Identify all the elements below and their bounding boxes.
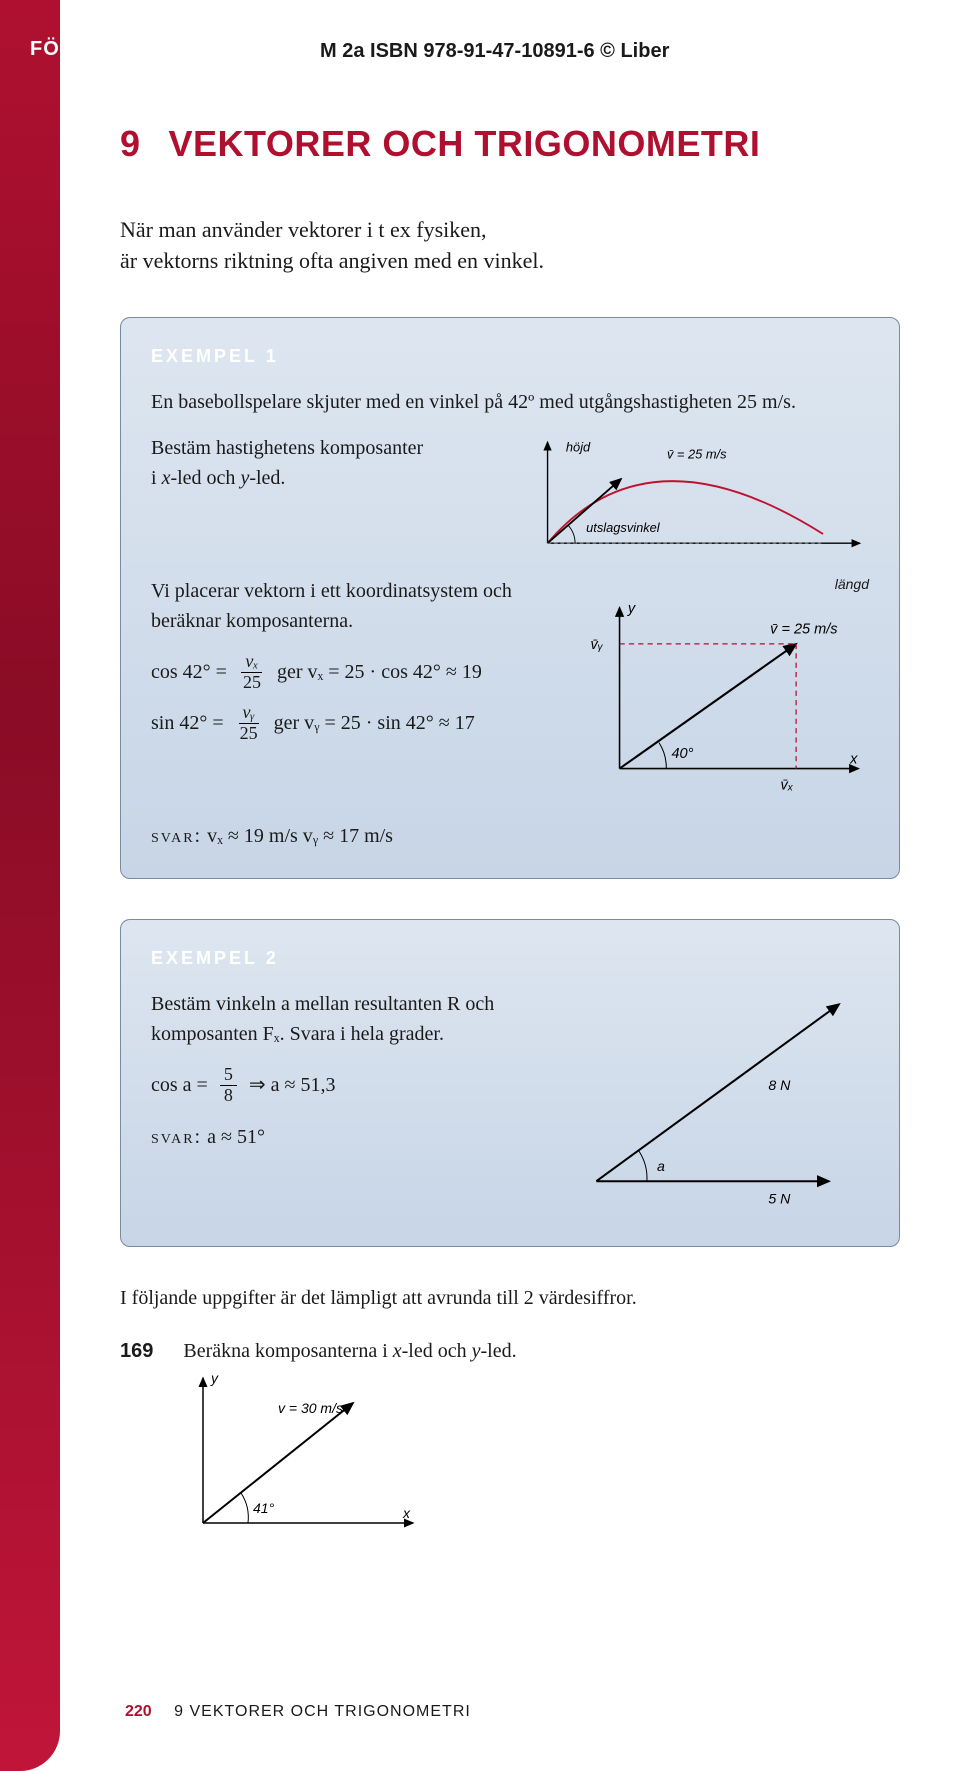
intro-line1: När man använder vektorer i t ex fysiken… <box>120 217 487 242</box>
left-red-sidebar <box>0 0 60 1771</box>
diag2-v: v̄ = 25 m/s <box>770 622 837 638</box>
ex1-cos-num: vₓ <box>241 652 262 673</box>
ex169-v: v = 30 m/s <box>278 1400 343 1416</box>
example-2-p1: Bestäm vinkeln a mellan resultanten R oc… <box>151 989 546 1049</box>
ex2-num: 5 <box>220 1065 237 1086</box>
ex1-p2a: Bestäm hastighetens komposanter <box>151 437 423 459</box>
diag2-angle: 40° <box>672 746 694 762</box>
diag3-r: 8 N <box>768 1078 791 1094</box>
force-diagram: 8 N 5 N a <box>566 989 869 1212</box>
ex2-cos-lhs: cos a = <box>151 1067 208 1103</box>
diag2-y: y <box>627 601 636 617</box>
ex1-sin-line: sin 42° = vᵧ 25 ger vᵧ = 25 · sin 42° ≈ … <box>151 703 558 744</box>
ex1-cos-frac: vₓ 25 <box>239 652 265 693</box>
ex2-frac: 5 8 <box>220 1065 237 1106</box>
section-badge: FÖRDJUPNING <box>30 38 187 61</box>
ex2-svar: svar: a ≈ 51° <box>151 1126 546 1149</box>
ex1-sin-frac: vᵧ 25 <box>236 703 262 744</box>
isbn-text: M 2a ISBN 978-91-47-10891-6 © Liber <box>320 40 669 63</box>
diag1-angle: utslagsvinkel <box>586 520 661 535</box>
ex169-y: y <box>210 1370 219 1386</box>
chapter-number: 9 <box>120 123 141 164</box>
example-1-p1: En basebollspelare skjuter med en vinkel… <box>151 387 869 417</box>
ex2-svar-text: a ≈ 51° <box>207 1126 265 1148</box>
example-1-p2: Bestäm hastighetens komposanter i x-led … <box>151 433 500 493</box>
ex1-sin-lhs: sin 42° = <box>151 705 224 741</box>
svar-label-2: svar: <box>151 1126 202 1148</box>
diag3-angle: a <box>657 1159 665 1175</box>
footer-chapter: 9 VEKTORER OCH TRIGONOMETRI <box>174 1703 471 1720</box>
rounding-note: I följande uppgifter är det lämpligt att… <box>120 1287 900 1310</box>
ex1-cos-line: cos 42° = vₓ 25 ger vₓ = 25 · cos 42° ≈ … <box>151 652 558 693</box>
intro-line2: är vektorns riktning ofta angiven med en… <box>120 248 544 273</box>
exercise-169: 169 Beräkna komposanterna i x-led och y-… <box>120 1340 900 1549</box>
page-content: FÖRDJUPNING M 2a ISBN 978-91-47-10891-6 … <box>60 0 960 1771</box>
ex1-cos-lhs: cos 42° = <box>151 654 227 690</box>
ex2-den: 8 <box>220 1086 237 1106</box>
example-1-p3: Vi placerar vektorn i ett koordinatsyste… <box>151 576 558 636</box>
ex169-angle: 41° <box>253 1500 275 1516</box>
example-1-box: EXEMPEL 1 En basebollspelare skjuter med… <box>120 317 900 879</box>
ex1-sin-num: vᵧ <box>239 703 259 724</box>
diag1-langd: längd <box>578 576 869 592</box>
ex1-svar: svar: vₓ ≈ 19 m/s vᵧ ≈ 17 m/s <box>151 825 869 848</box>
ex1-svar-text: vₓ ≈ 19 m/s vᵧ ≈ 17 m/s <box>207 825 393 847</box>
diag1-v: v̄ = 25 m/s <box>667 446 727 461</box>
ex2-cos-rhs: ⇒ a ≈ 51,3 <box>249 1067 336 1103</box>
exercise-diagram: y x v = 30 m/s 41° <box>183 1363 443 1543</box>
diag2-vx: v̄ₓ <box>781 778 794 794</box>
page-footer: 220 9 VEKTORER OCH TRIGONOMETRI <box>125 1703 471 1721</box>
diag3-fx: 5 N <box>768 1191 791 1207</box>
header-row: FÖRDJUPNING M 2a ISBN 978-91-47-10891-6 … <box>120 40 900 63</box>
ex2-cos-line: cos a = 5 8 ⇒ a ≈ 51,3 <box>151 1065 546 1106</box>
component-diagram: y x v̄ = 25 m/s v̄ᵧ v̄ₓ 40° <box>578 592 869 800</box>
ex1-sin-rhs: ger vᵧ = 25 · sin 42° ≈ 17 <box>274 705 475 741</box>
example-2-label: EXEMPEL 2 <box>151 948 869 969</box>
chapter-title: 9 VEKTORER OCH TRIGONOMETRI <box>120 123 900 165</box>
ex1-cos-den: 25 <box>239 673 265 693</box>
page-number: 220 <box>125 1703 152 1720</box>
diag1-hojd: höjd <box>566 439 591 454</box>
chapter-title-text: VEKTORER OCH TRIGONOMETRI <box>169 123 761 164</box>
ex1-sin-den: 25 <box>236 724 262 744</box>
ex1-cos-rhs: ger vₓ = 25 · cos 42° ≈ 19 <box>277 654 482 690</box>
exercise-number: 169 <box>120 1340 153 1549</box>
svar-label-1: svar: <box>151 825 202 847</box>
example-2-box: EXEMPEL 2 Bestäm vinkeln a mellan result… <box>120 919 900 1248</box>
intro-paragraph: När man använder vektorer i t ex fysiken… <box>120 215 900 277</box>
diag2-vy: v̄ᵧ <box>591 637 604 653</box>
ex169-x: x <box>402 1505 411 1521</box>
example-1-label: EXEMPEL 1 <box>151 346 869 367</box>
ex1-p2b: i x-led och y-led. <box>151 467 285 489</box>
trajectory-diagram: höjd v̄ = 25 m/s utslagsvinkel <box>520 433 869 562</box>
diag2-x: x <box>849 752 858 768</box>
exercise-text: Beräkna komposanterna i x-led och y-led. <box>183 1340 516 1363</box>
